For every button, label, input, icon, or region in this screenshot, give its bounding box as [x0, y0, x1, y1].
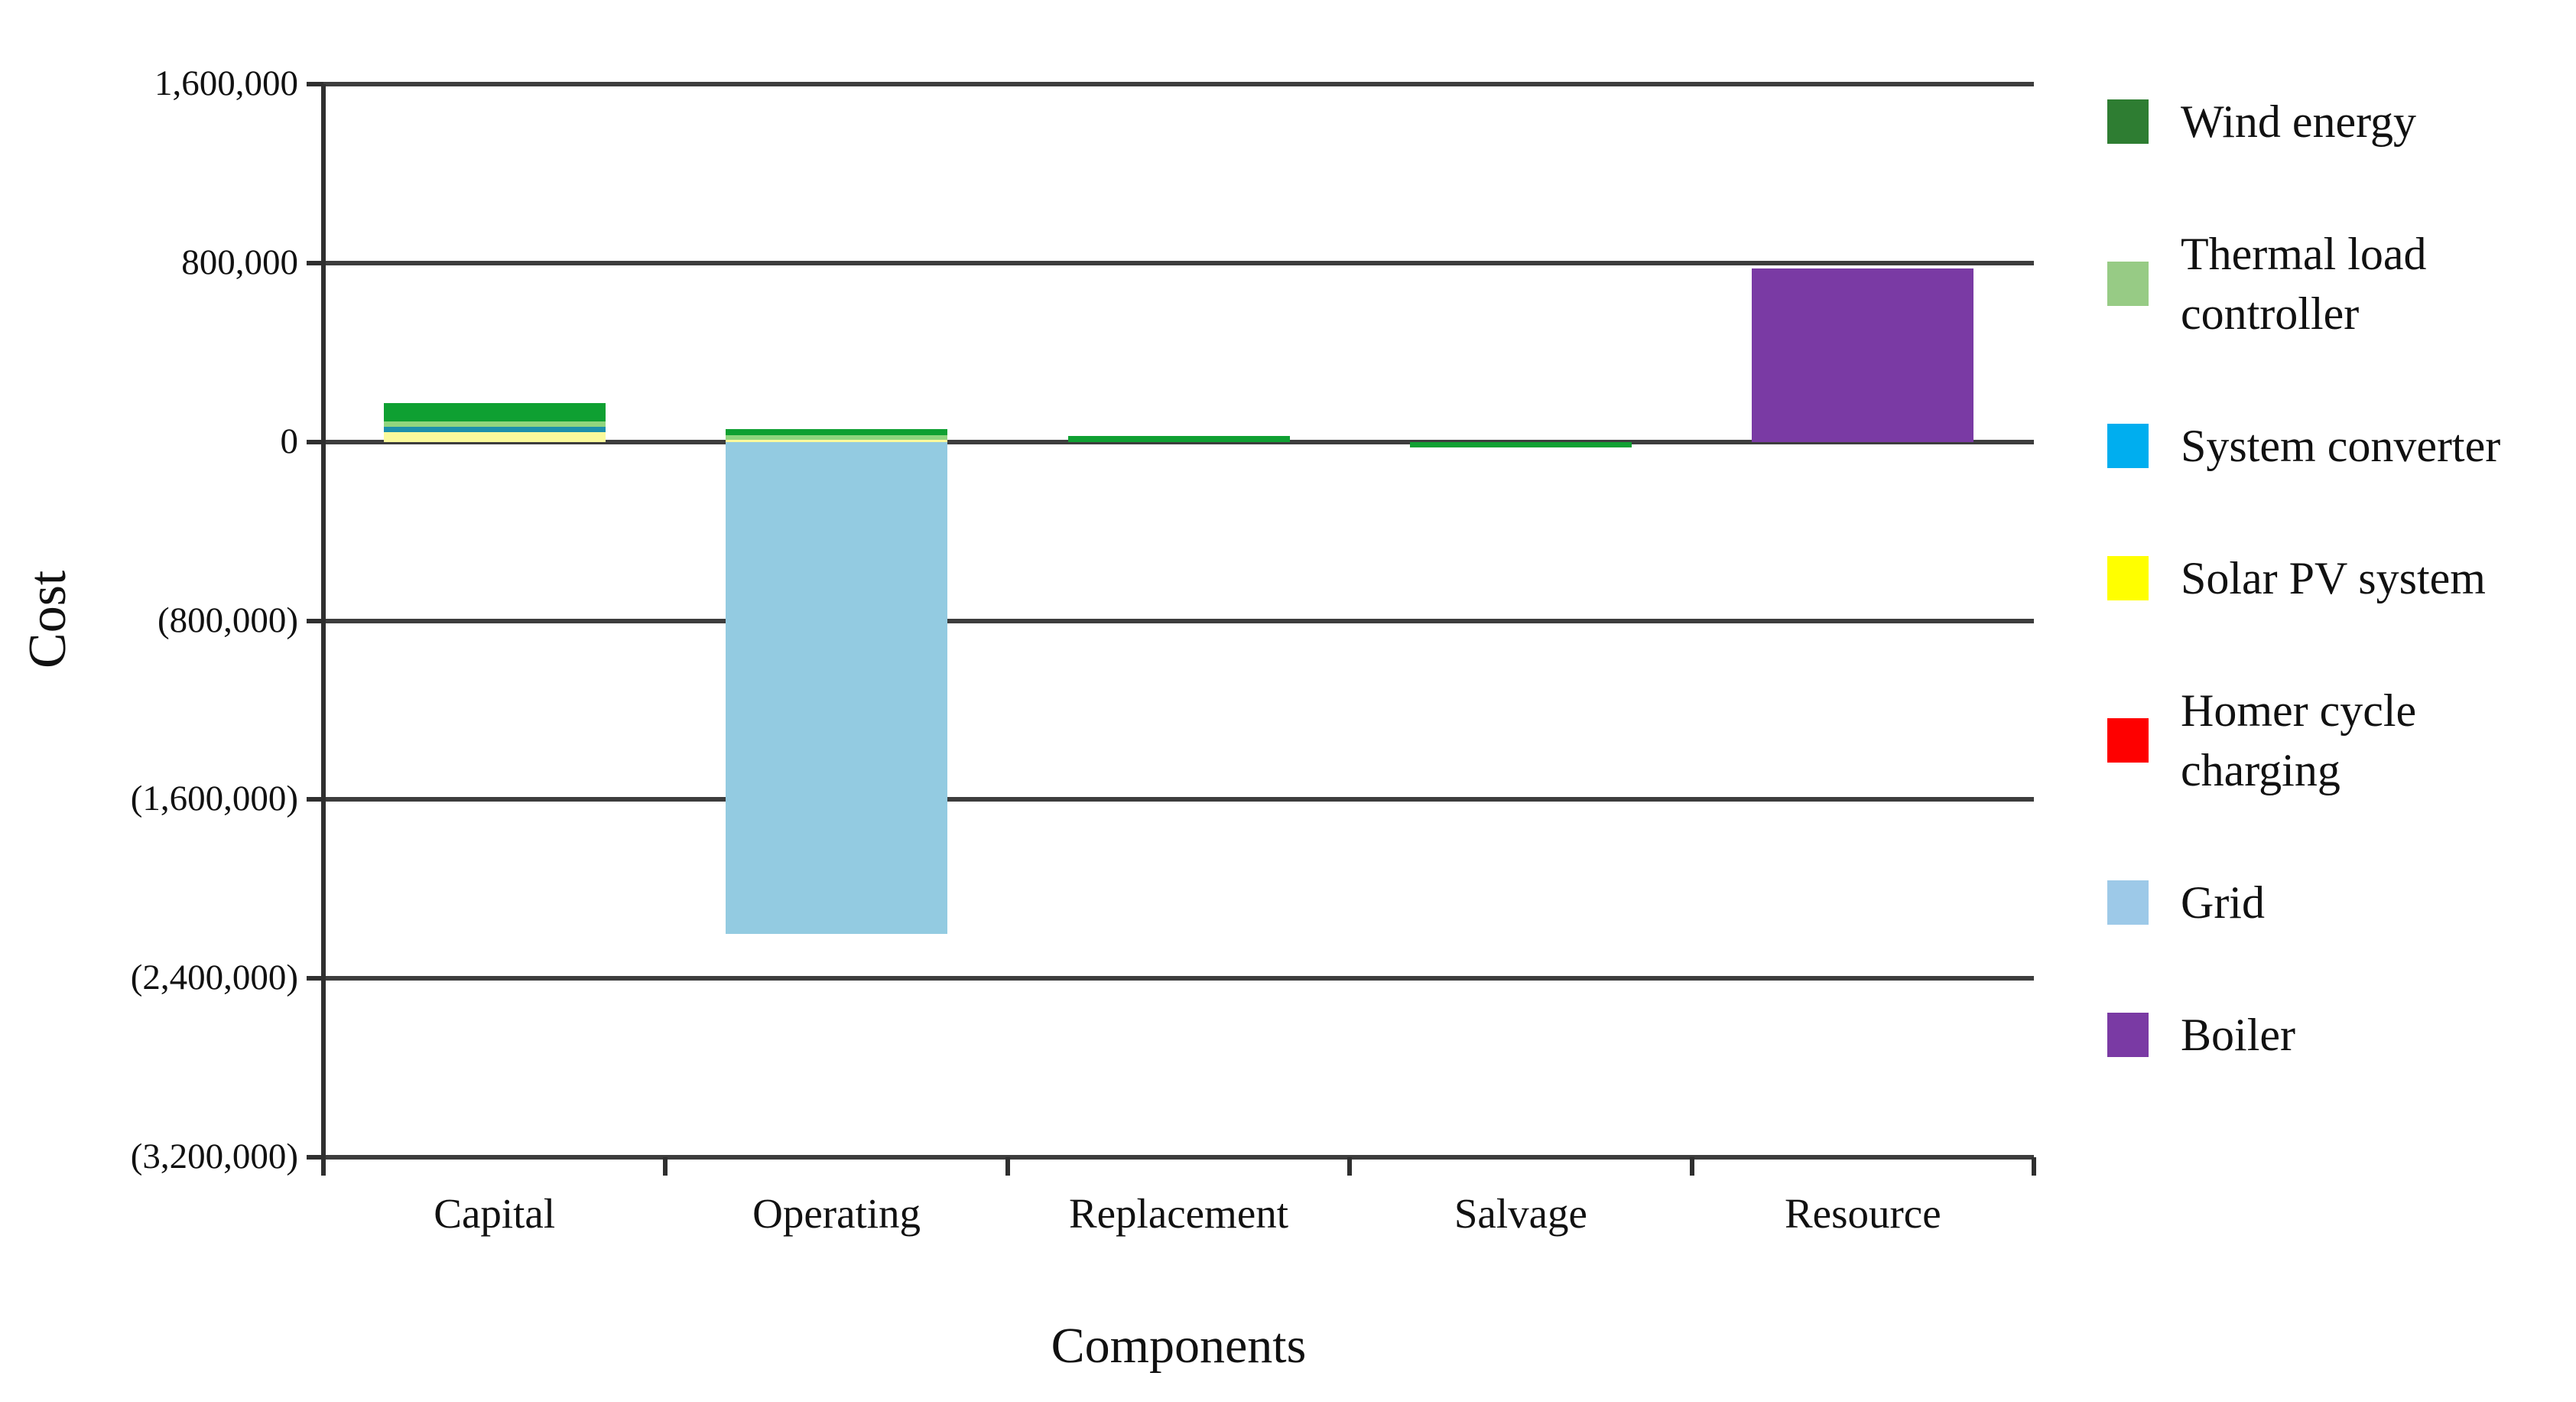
y-tick-label: (1,600,000): [130, 779, 298, 819]
legend: Wind energy Thermal load controller System…: [2107, 92, 2566, 1137]
legend-swatch: [2107, 718, 2149, 763]
x-tick-label: Replacement: [1068, 1190, 1289, 1237]
bar-segment: [1409, 441, 1632, 447]
x-tick-label: Resource: [1784, 1190, 1941, 1237]
x-tick-label: Operating: [752, 1190, 921, 1237]
legend-swatch: [2107, 262, 2149, 306]
bar-segment: [383, 402, 606, 421]
legend-item: Boiler: [2107, 1005, 2566, 1065]
y-axis-tick: [307, 260, 323, 265]
x-axis-tick: [1005, 1157, 1010, 1176]
legend-swatch: [2107, 880, 2149, 925]
legend-label: Homer cycle charging: [2181, 685, 2417, 795]
bar-segment: [383, 431, 606, 442]
x-axis-tick: [663, 1157, 668, 1176]
bar-segment: [1752, 268, 1974, 442]
x-axis-tick: [1347, 1157, 1353, 1176]
gridline: [323, 439, 2034, 444]
y-axis-tick: [307, 618, 323, 623]
x-axis-tick: [2032, 1157, 2036, 1176]
y-axis-tick: [307, 797, 323, 802]
bar-segment: [383, 427, 606, 432]
legend-item: Homer cycle charging: [2107, 681, 2566, 800]
legend-label: Thermal load controller: [2181, 229, 2427, 339]
gridline: [323, 797, 2034, 802]
y-tick-label: (3,200,000): [130, 1137, 298, 1176]
y-axis-title: Cost: [18, 570, 77, 669]
x-axis-title: Components: [1051, 1318, 1307, 1374]
y-axis-tick: [307, 82, 323, 86]
legend-label: Boiler: [2181, 1010, 2295, 1060]
gridline: [323, 618, 2034, 623]
bar-segment: [383, 421, 606, 428]
bar-segment: [1067, 436, 1290, 442]
legend-item: Grid: [2107, 873, 2566, 932]
legend-label: System converter: [2181, 421, 2501, 471]
y-tick-label: 0: [280, 421, 299, 461]
x-tick-label: Capital: [434, 1190, 556, 1237]
legend-label: Wind energy: [2181, 96, 2417, 147]
legend-item: System converter: [2107, 416, 2566, 476]
y-axis-tick: [307, 439, 323, 444]
y-axis-tick: [307, 1155, 323, 1160]
legend-item: Solar PV system: [2107, 548, 2566, 608]
bar-segment: [726, 439, 948, 442]
bar-segment: [726, 441, 948, 934]
y-tick-label: 800,000: [181, 242, 298, 282]
y-tick-label: (2,400,000): [130, 958, 298, 998]
y-axis-line: [321, 84, 326, 1176]
bar-segment: [726, 434, 948, 440]
x-axis-tick: [321, 1157, 326, 1176]
legend-label: Grid: [2181, 877, 2265, 928]
x-axis-tick: [1689, 1157, 1694, 1176]
gridline: [323, 260, 2034, 265]
y-tick-label: 1,600,000: [154, 63, 298, 103]
legend-swatch: [2107, 99, 2149, 144]
gridline: [323, 82, 2034, 86]
legend-label: Solar PV system: [2181, 553, 2486, 603]
bar-segment: [726, 428, 948, 435]
gridline: [323, 976, 2034, 981]
gridline: [323, 1155, 2034, 1160]
y-tick-label: (800,000): [157, 600, 298, 640]
x-tick-label: Salvage: [1454, 1190, 1587, 1237]
y-axis-tick: [307, 976, 323, 981]
legend-item: Thermal load controller: [2107, 224, 2566, 343]
legend-swatch: [2107, 556, 2149, 600]
legend-item: Wind energy: [2107, 92, 2566, 151]
legend-swatch: [2107, 424, 2149, 468]
legend-swatch: [2107, 1013, 2149, 1057]
